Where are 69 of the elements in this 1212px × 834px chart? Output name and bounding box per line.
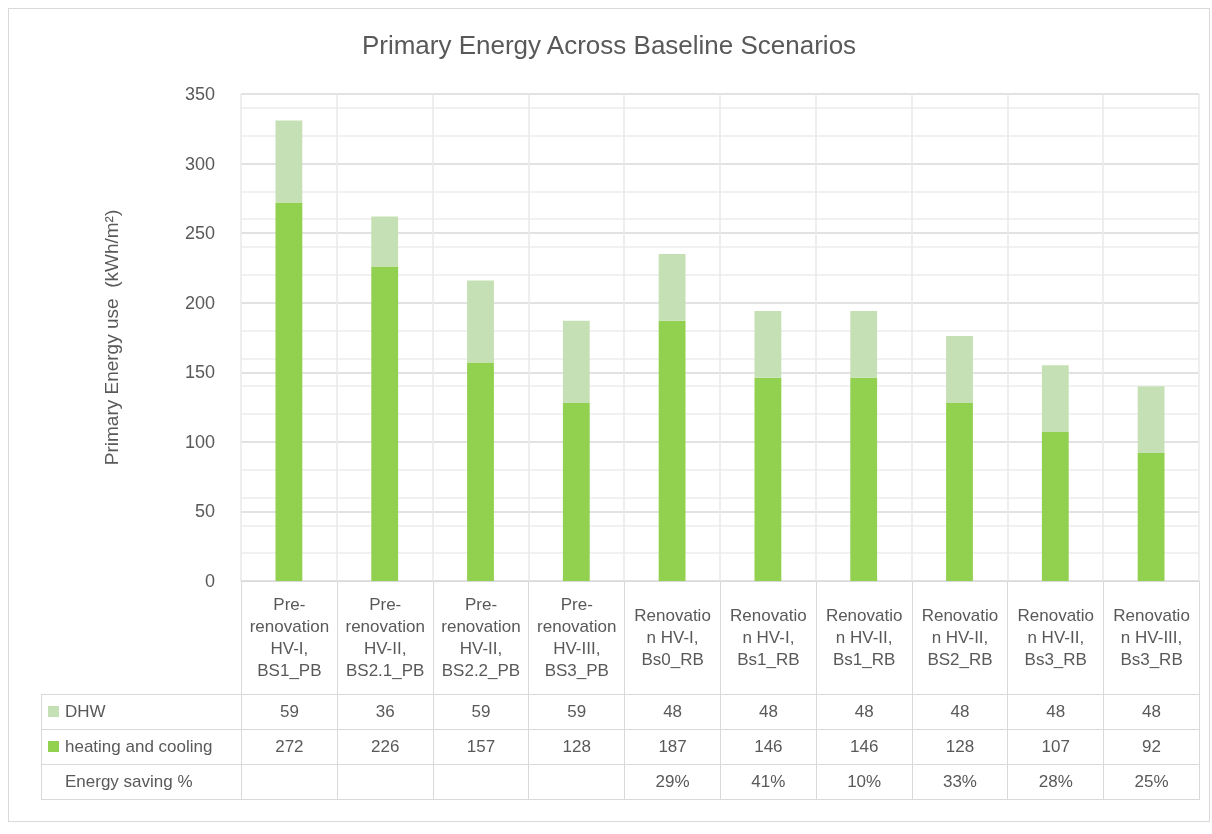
- bar: [275, 120, 303, 203]
- x-tick-label: Renovation HV-II, BS2_RB: [912, 581, 1008, 695]
- data-label: 128: [912, 729, 1008, 765]
- x-tick-label: Renovation HV-II, Bs3_RB: [1007, 581, 1104, 695]
- x-tick-label: Pre-renovation HV-II, BS2.2_PB: [433, 581, 529, 695]
- y-tick-label: 100: [184, 431, 215, 452]
- bar: [1041, 365, 1069, 433]
- text: 41%: [720, 764, 817, 800]
- data-label: 157: [433, 729, 529, 765]
- y-tick-label: 150: [184, 362, 215, 383]
- data-label: 272: [241, 729, 338, 765]
- y-tick-label: 350: [184, 84, 215, 104]
- data-label: 48: [624, 694, 721, 730]
- bar: [371, 216, 399, 267]
- text: Energy saving %: [41, 764, 242, 800]
- bar: [946, 336, 973, 403]
- bar: [850, 311, 878, 378]
- data-label: 48: [1103, 694, 1200, 730]
- bar: [754, 377, 782, 581]
- x-tick-label: Pre-renovation HV-II, BS2.1_PB: [337, 581, 434, 695]
- bar: [850, 377, 878, 581]
- y-tick-label: 300: [184, 153, 215, 174]
- bar: [658, 254, 686, 321]
- text: 33%: [912, 764, 1008, 800]
- bar: [1137, 386, 1165, 453]
- data-label: 48: [912, 694, 1008, 730]
- bar: [467, 280, 494, 363]
- data-label: 48: [816, 694, 913, 730]
- bar: [275, 202, 303, 581]
- data-label: 128: [528, 729, 625, 765]
- y-tick-label: 50: [194, 501, 215, 522]
- bar: [562, 402, 590, 581]
- y-tick-label: 250: [184, 223, 215, 244]
- data-label: 92: [1103, 729, 1200, 765]
- data-label: 36: [337, 694, 434, 730]
- data-label: 48: [720, 694, 817, 730]
- data-label: 59: [528, 694, 625, 730]
- data-label: 48: [1007, 694, 1104, 730]
- y-axis-title: Primary Energy use (kWh/m²): [101, 209, 122, 466]
- x-tick-label: Renovation HV-III, Bs3_RB: [1103, 581, 1200, 695]
- bar: [946, 402, 973, 581]
- x-tick-label: Renovation HV-II, Bs1_RB: [816, 581, 913, 695]
- text: 10%: [816, 764, 913, 800]
- bar: [658, 320, 686, 581]
- x-tick-label: Pre-renovation HV-I, BS1_PB: [241, 581, 338, 695]
- x-tick-label: Renovation HV-I, Bs1_RB: [720, 581, 817, 695]
- data-label: 146: [816, 729, 913, 765]
- x-tick-label: Pre-renovation HV-III, BS3_PB: [528, 581, 625, 695]
- bar: [1041, 432, 1069, 581]
- bar: [371, 266, 399, 581]
- legend-label: DHW: [41, 694, 242, 730]
- data-label: 107: [1007, 729, 1104, 765]
- bar: [562, 320, 590, 403]
- data-label: 59: [241, 694, 338, 730]
- data-label: 146: [720, 729, 817, 765]
- data-label: 187: [624, 729, 721, 765]
- data-label: 226: [337, 729, 434, 765]
- text: 28%: [1007, 764, 1104, 800]
- y-tick-label: 0: [204, 571, 215, 591]
- y-tick-label: 200: [184, 292, 215, 313]
- data-label: 59: [433, 694, 529, 730]
- chart-title: Primary Energy Across Baseline Scenarios: [361, 30, 857, 60]
- bar: [467, 362, 494, 581]
- text: 29%: [624, 764, 721, 800]
- legend-label: heating and cooling: [41, 729, 242, 765]
- bar: [754, 311, 782, 378]
- bar: [1137, 452, 1165, 581]
- text: 25%: [1103, 764, 1200, 800]
- x-tick-label: Renovation HV-I, Bs0_RB: [624, 581, 721, 695]
